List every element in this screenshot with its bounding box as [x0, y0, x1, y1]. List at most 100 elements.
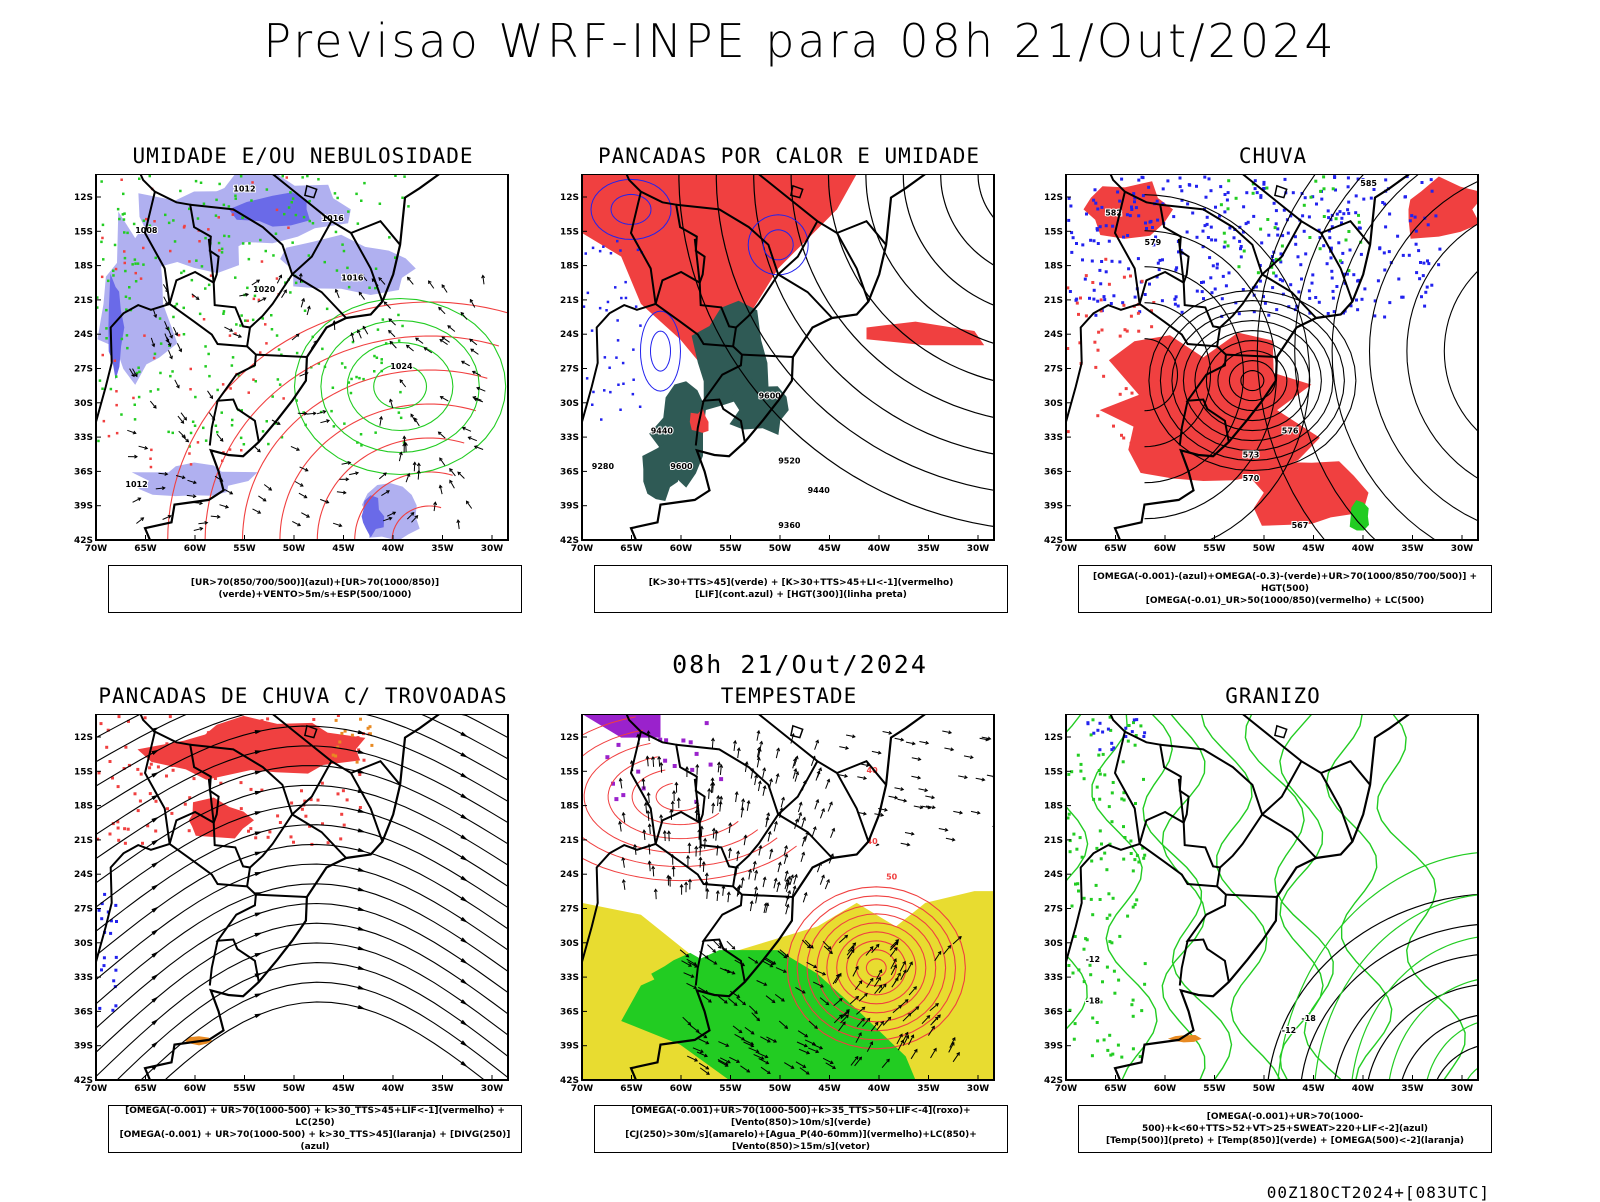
lif-speck: [599, 250, 602, 253]
omega-speck: [1093, 289, 1096, 292]
humidity-speck: [295, 214, 298, 217]
thickness-speck: [261, 260, 264, 263]
thickness-speck: [222, 383, 225, 386]
omega-speck: [1383, 269, 1386, 272]
lif-speck: [615, 356, 618, 359]
storm-speck: [332, 754, 335, 757]
lon-label: 40W: [1352, 544, 1375, 554]
humidity-speck: [159, 317, 162, 320]
humidity-speck: [149, 390, 152, 393]
thunderstorm-speck: [214, 777, 217, 780]
omega-strong-speck: [1259, 228, 1262, 231]
hail-speck: [1110, 748, 1113, 751]
omega-speck: [1120, 178, 1123, 181]
omega-speck: [1301, 214, 1304, 217]
lon-label: 40W: [868, 1084, 891, 1094]
omega-speck: [1397, 278, 1400, 281]
rain-speck: [1100, 298, 1103, 301]
omega-speck: [1347, 176, 1350, 179]
lon-label: 55W: [719, 1084, 742, 1094]
omega-speck: [1162, 187, 1165, 190]
lon-label: 60W: [670, 544, 693, 554]
lat-label: 33S: [1044, 433, 1063, 443]
lon-label: 70W: [85, 1084, 108, 1094]
thickness-speck: [143, 334, 146, 337]
temp-850-speck: [1077, 754, 1080, 757]
temp-850-speck: [1137, 861, 1140, 864]
omega-speck: [1186, 231, 1189, 234]
humidity-speck: [215, 214, 218, 217]
rain-speck: [1108, 283, 1111, 286]
omega-speck: [1202, 297, 1205, 300]
omega-speck: [1354, 211, 1357, 214]
lat-label: 21S: [74, 836, 93, 846]
humidity-speck: [149, 175, 152, 178]
thickness-speck: [115, 390, 118, 393]
humidity-speck: [134, 404, 137, 407]
lif-speck: [624, 281, 627, 284]
thunderstorm-speck: [300, 789, 303, 792]
humidity-speck: [244, 319, 247, 322]
divergence-speck: [98, 1007, 101, 1010]
lon-label: 35W: [917, 1084, 940, 1094]
omega-speck: [1238, 312, 1241, 315]
contour-label: 9360: [778, 521, 801, 530]
thunderstorm-speck: [234, 724, 237, 727]
humidity-speck: [357, 222, 360, 225]
humidity-speck: [235, 323, 238, 326]
thickness-speck: [218, 216, 221, 219]
storm-speck: [367, 727, 370, 730]
divergence-speck: [112, 979, 115, 982]
humidity-speck: [252, 319, 255, 322]
lat-label: 15S: [1044, 767, 1063, 777]
lat-label: 18S: [74, 262, 93, 272]
omega-speck: [1419, 261, 1422, 264]
rain-speck: [1141, 410, 1144, 413]
lon-label: 45W: [1302, 544, 1325, 554]
humidity-speck: [128, 286, 131, 289]
contour-label: 9440: [808, 486, 831, 495]
humidity-speck: [398, 411, 401, 414]
thunderstorm-speck: [339, 837, 342, 840]
humidity-speck: [397, 314, 400, 317]
thunderstorm-speck: [290, 835, 293, 838]
severe-storm-speck: [690, 768, 694, 772]
thickness-speck: [124, 262, 127, 265]
lif-speck: [591, 329, 594, 332]
humidity-speck: [279, 383, 282, 386]
divergence-speck: [98, 909, 101, 912]
omega-strong-speck: [1335, 217, 1338, 220]
temp-850-speck: [1108, 1034, 1111, 1037]
lat-label: 18S: [1044, 802, 1063, 812]
lat-label: 18S: [560, 262, 579, 272]
lat-label: 24S: [74, 870, 93, 880]
thunderstorm-speck: [100, 722, 103, 725]
contour-label: 585: [1360, 179, 1377, 188]
omega-speck: [1438, 248, 1441, 251]
omega-speck: [1294, 243, 1297, 246]
temp-850-speck: [1092, 718, 1095, 721]
thickness-speck: [140, 277, 143, 280]
temp-850-speck: [1075, 848, 1078, 851]
omega-speck: [1314, 296, 1317, 299]
thickness-speck: [114, 360, 117, 363]
thunderstorm-speck: [266, 717, 269, 720]
omega-speck: [1418, 277, 1421, 280]
temp-850-speck: [1095, 884, 1098, 887]
humidity-speck: [176, 303, 179, 306]
omega-speck: [1161, 299, 1164, 302]
omega-speck: [1207, 236, 1210, 239]
humidity-speck: [266, 188, 269, 191]
lat-label: 30S: [74, 399, 93, 409]
contour-label: 576: [1282, 427, 1299, 436]
lat-label: 15S: [560, 767, 579, 777]
humidity-speck: [407, 205, 410, 208]
humidity-speck: [250, 199, 253, 202]
humidity-speck: [362, 378, 365, 381]
humidity-speck: [283, 213, 286, 216]
lon-label: 45W: [818, 1084, 841, 1094]
humidity-speck: [270, 314, 273, 317]
omega-speck: [1267, 314, 1270, 317]
